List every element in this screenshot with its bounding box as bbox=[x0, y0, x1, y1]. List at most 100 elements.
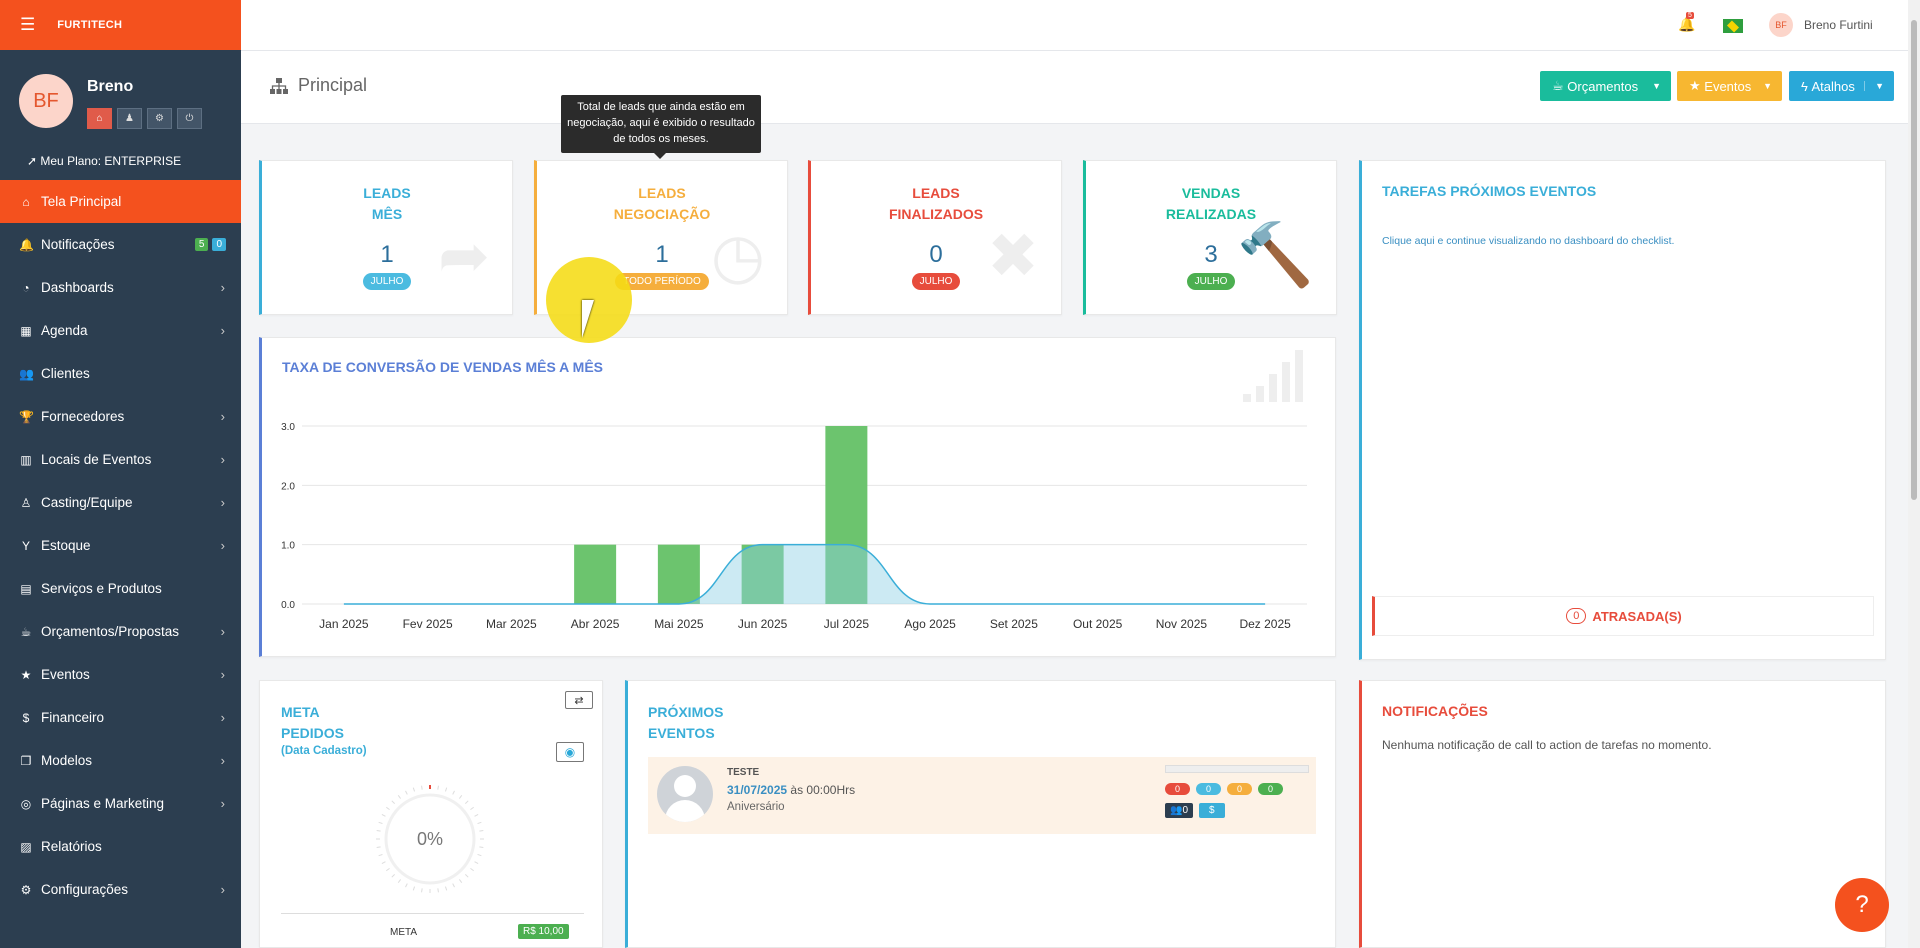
gauge-tick bbox=[381, 861, 386, 864]
area-line bbox=[343, 543, 1266, 605]
gauge-tick bbox=[376, 846, 381, 848]
sidebar-item-13[interactable]: ❐ Modelos › bbox=[0, 739, 241, 782]
menu-toggle-icon[interactable]: ☰ bbox=[20, 15, 36, 34]
user-avatar[interactable]: BF bbox=[1769, 13, 1793, 37]
upcoming-events-card: PRÓXIMOS EVENTOS TESTE 31/07/2025 às 00:… bbox=[625, 680, 1336, 948]
sidebar-item-1[interactable]: 🔔 Notificações 5 0 bbox=[0, 223, 241, 266]
sidebar-item-11[interactable]: ★ Eventos › bbox=[0, 653, 241, 696]
brand-name: FURTITECH bbox=[57, 19, 123, 31]
sidebar-item-8[interactable]: Y Estoque › bbox=[0, 524, 241, 567]
swap-button[interactable]: ⇄ bbox=[565, 691, 593, 709]
chevron-right-icon: › bbox=[220, 495, 225, 510]
meta-card: META PEDIDOS (Data Cadastro) ⇄ ◉ 0% META… bbox=[259, 680, 603, 948]
x-tick-label: Fev 2025 bbox=[403, 617, 453, 631]
x-tick-label: Set 2025 bbox=[990, 617, 1038, 631]
event-count-badge: 0 bbox=[1165, 783, 1191, 795]
guests-badge[interactable]: 👥0 bbox=[1165, 803, 1194, 818]
stat-card-2[interactable]: ✖ LEADS FINALIZADOS 0 JULHO bbox=[808, 160, 1062, 315]
sidebar-item-15[interactable]: ▨ Relatórios bbox=[0, 825, 241, 868]
gauge-tick bbox=[452, 883, 455, 888]
event-avatar bbox=[657, 766, 713, 822]
star-icon: ★ bbox=[20, 667, 32, 682]
sidebar-item-6[interactable]: ▥ Locais de Eventos › bbox=[0, 438, 241, 481]
gauge-tick bbox=[437, 785, 439, 790]
gear-icon: ⚙ bbox=[20, 882, 32, 897]
sidebar-item-0[interactable]: ⌂ Tela Principal bbox=[0, 180, 241, 223]
x-tick-label: Abr 2025 bbox=[571, 617, 620, 631]
stat-card-1[interactable]: ◷ LEADS NEGOCIAÇÃO 1 TODO PERÍODO bbox=[534, 160, 788, 315]
profile: BF Breno ⌂ ♟ ⚙ ⏻ ➚ Meu Plano: ENTERPRISE bbox=[0, 50, 241, 180]
dashboard-icon: ◔ bbox=[22, 280, 30, 295]
target-button[interactable]: ◉ bbox=[556, 742, 584, 762]
sidebar-item-3[interactable]: ▦ Agenda › bbox=[0, 309, 241, 352]
sidebar-item-10[interactable]: ☕ Orçamentos/Propostas › bbox=[0, 610, 241, 653]
gauge-tick bbox=[444, 886, 448, 891]
sidebar-item-2[interactable]: ◔ Dashboards › bbox=[0, 266, 241, 309]
tasks-title: TAREFAS PRÓXIMOS EVENTOS bbox=[1382, 183, 1597, 199]
sidebar-item-label: Casting/Equipe bbox=[41, 495, 133, 510]
gauge-tick bbox=[381, 814, 386, 817]
bell-icon[interactable]: 🔔 5 bbox=[1678, 12, 1696, 32]
money-badge[interactable]: $ bbox=[1199, 803, 1225, 818]
stat-card-0[interactable]: ➦ LEADS MÊS 1 JULHO bbox=[259, 160, 513, 315]
caret-down-icon: ▼ bbox=[1864, 81, 1884, 91]
bolt-icon: ϟ bbox=[1801, 78, 1812, 94]
sidebar-header: ☰ FURTITECH bbox=[0, 0, 241, 50]
event-date: 31/07/2025 bbox=[727, 783, 788, 797]
trophy-icon: 🏆 bbox=[19, 409, 34, 424]
gauge-tick bbox=[376, 830, 381, 832]
user-name[interactable]: Breno Furtini bbox=[1804, 18, 1873, 32]
gauge-tick bbox=[397, 879, 402, 883]
orcamentos-button[interactable]: ☕ Orçamentos ▼ bbox=[1540, 71, 1671, 101]
atalhos-button[interactable]: ϟ Atalhos ▼ bbox=[1789, 71, 1894, 101]
sidebar-nav: ⌂ Tela Principal 🔔 Notificações 5 0 ◔ Dashboard… bbox=[0, 180, 241, 911]
gauge-tick bbox=[465, 874, 469, 878]
gauge-tick bbox=[474, 814, 479, 817]
sidebar-item-5[interactable]: 🏆 Fornecedores › bbox=[0, 395, 241, 438]
count-badge: 5 bbox=[194, 238, 209, 251]
scrollbar[interactable] bbox=[1908, 0, 1920, 948]
gauge-tick bbox=[386, 867, 390, 872]
y-tick-label: 0.0 bbox=[281, 600, 295, 611]
stat-value: 0 bbox=[929, 241, 943, 268]
chart-icon: ▨ bbox=[20, 839, 32, 854]
copy-icon: ❐ bbox=[20, 753, 32, 768]
profile-name: Breno bbox=[87, 78, 134, 95]
sidebar-item-4[interactable]: 👥 Clientes bbox=[0, 352, 241, 395]
coffee-icon: ☕ bbox=[1552, 78, 1568, 93]
sidebar-item-12[interactable]: $ Financeiro › bbox=[0, 696, 241, 739]
sidebar-item-label: Dashboards bbox=[41, 280, 114, 295]
event-progress-bar bbox=[1165, 765, 1309, 773]
settings-button[interactable]: ⚙ bbox=[147, 108, 172, 129]
help-button[interactable]: ? bbox=[1835, 878, 1889, 932]
stat-card-3[interactable]: 🔨 VENDAS REALIZADAS 3 JULHO bbox=[1083, 160, 1337, 315]
sidebar-item-7[interactable]: ♙ Casting/Equipe › bbox=[0, 481, 241, 524]
y-tick-label: 2.0 bbox=[281, 481, 295, 492]
logout-button[interactable]: ⏻ bbox=[177, 108, 202, 129]
stat-value: 3 bbox=[1204, 241, 1218, 268]
plan-label: ➚ Meu Plano: ENTERPRISE bbox=[27, 154, 182, 168]
chevron-right-icon: › bbox=[220, 624, 225, 639]
sidebar-item-16[interactable]: ⚙ Configurações › bbox=[0, 868, 241, 911]
gauge-tick bbox=[386, 806, 390, 811]
profile-button[interactable]: ♟ bbox=[117, 108, 142, 129]
home-button[interactable]: ⌂ bbox=[87, 108, 112, 129]
chevron-right-icon: › bbox=[220, 323, 225, 338]
gauge-tick bbox=[479, 846, 484, 848]
gauge-track bbox=[384, 793, 476, 885]
brazil-flag-icon[interactable] bbox=[1723, 19, 1743, 33]
overdue-box[interactable]: 0 ATRASADA(S) bbox=[1372, 596, 1874, 636]
gauge-tick bbox=[465, 800, 469, 804]
sidebar-item-14[interactable]: ◎ Páginas e Marketing › bbox=[0, 782, 241, 825]
stat-title: LEADS NEGOCIAÇÃO bbox=[613, 185, 711, 222]
bar-jul-2025 bbox=[825, 426, 868, 604]
checklist-link[interactable]: Clique aqui e continue visualizando no d… bbox=[1382, 235, 1675, 247]
eventos-button[interactable]: ★ Eventos ▼ bbox=[1677, 71, 1782, 101]
building-icon: ▥ bbox=[20, 452, 32, 467]
gauge-tick bbox=[405, 790, 408, 795]
notifications-title: NOTIFICAÇÕES bbox=[1382, 703, 1488, 719]
event-item[interactable]: TESTE 31/07/2025 às 00:00Hrs Aniversário… bbox=[648, 757, 1316, 834]
gauge-tick bbox=[421, 785, 423, 790]
avatar[interactable]: BF bbox=[19, 74, 73, 128]
sidebar-item-9[interactable]: ▤ Serviços e Produtos bbox=[0, 567, 241, 610]
